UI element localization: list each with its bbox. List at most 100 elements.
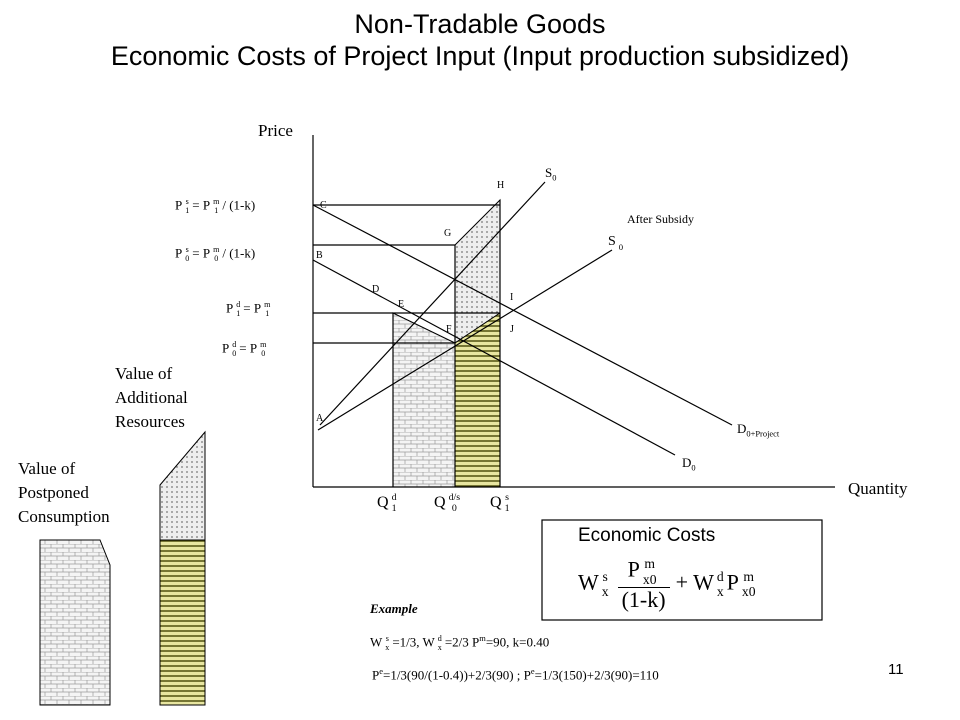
subscript: 0 [185,254,190,264]
superscript: m [260,340,267,349]
page-number: 11 [888,661,904,678]
shaded-areas [39,198,501,706]
subscript: x [385,643,390,653]
subscript: 0 [691,462,696,473]
axes-and-curves [312,135,835,488]
text-run: P [726,569,739,595]
y-axis-label: Price [258,121,293,140]
point-label: E [398,299,405,310]
superscript: d [236,300,241,309]
stacked-index: 0 [619,232,623,252]
title-block: Non-Tradable Goods Economic Costs of Pro… [100,8,860,72]
superscript: m [213,197,220,206]
subscript: 0 [451,503,457,515]
text-run: =1/3, W [392,634,435,650]
superscript: s [505,492,509,503]
point-label: B [316,250,323,261]
text-run: = P [243,300,262,316]
subscript: x [437,643,442,653]
subscript: 1 [391,503,397,515]
point-label: D [372,284,380,295]
subscript: x0 [642,571,657,587]
text-run: P [226,300,234,316]
subscript: 0 [552,172,557,183]
side-label: Value of Postponed Consumption [18,459,110,526]
superscript: d [437,634,442,644]
curve-label: S0 [545,165,557,183]
superscript: d [232,340,237,349]
text-run: = P [192,245,211,261]
x-axis-label: Quantity [848,479,908,498]
text-run: =90, k=0.40 [485,634,550,650]
subscript: 1 [185,206,190,216]
subscript: 1 [214,206,219,216]
superscript: d [716,568,724,584]
superscript: s [385,634,389,644]
superscript: d [391,492,397,503]
subscript: 0 [618,241,624,252]
text-run: = P [239,340,258,356]
subscript: 0+Project [746,428,780,439]
superscript: m [743,568,755,584]
superscript: e [530,666,535,676]
superscript: s [185,197,189,206]
text-run: / (1-k) [222,245,256,261]
side-label: Value of Additional Resources [115,364,188,431]
stacked-index: d/s 0 [449,492,461,515]
subscript: x [716,584,724,600]
superscript: m [479,633,486,643]
curve-label: S 0 [608,232,626,252]
point-label: F [446,324,452,335]
text-run: =1/3(150)+2/3(90)=110 [534,667,659,683]
denominator: (1-k) [617,587,670,612]
superscript: e [379,666,383,676]
text-run: P [222,340,230,356]
curve-label: After Subsidy [627,212,694,226]
curve-label: D0 [682,455,696,473]
superscript: d/s [448,492,461,503]
example-heading: Example [370,601,418,616]
superscript: m [644,556,655,571]
subscript: 0 [261,349,266,359]
box-title: Economic Costs [578,525,716,546]
text-run: S [608,234,616,250]
point-label: I [510,292,514,303]
text-run: W [370,634,383,650]
example-line: Pe=1/3(90/(1-0.4))+2/3(90) ; Pe=1/3(150)… [372,666,659,683]
text-run: Q [377,494,389,512]
stacked-index: m x0 [643,556,657,587]
text-run: P [175,245,183,261]
subscript: 1 [236,309,241,319]
curve-label: D0+Project [737,421,780,439]
text-run: S [545,165,553,180]
superscript [619,232,623,242]
text-run: =2/3 P [444,634,480,650]
subscript: x [601,584,609,600]
title: Non-Tradable Goods [354,9,606,39]
superscript: m [264,300,271,309]
